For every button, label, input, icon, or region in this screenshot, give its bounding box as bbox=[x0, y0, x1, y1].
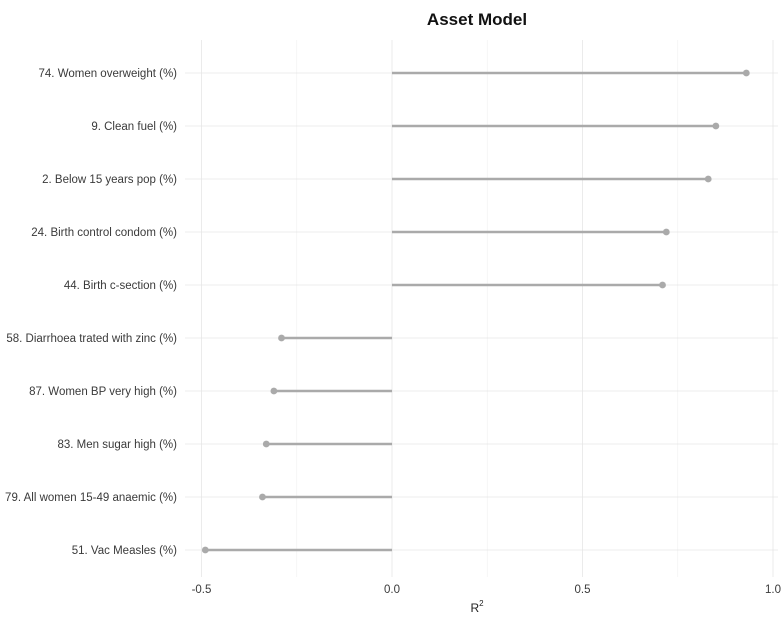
x-axis-title-superscript: 2 bbox=[479, 599, 484, 608]
lollipop-point bbox=[659, 281, 666, 289]
lollipop-point bbox=[259, 493, 266, 501]
x-axis-title-text: R bbox=[470, 601, 479, 615]
x-tick-label: -0.5 bbox=[192, 584, 212, 596]
x-tick-label: 0.5 bbox=[575, 584, 591, 596]
x-tick-label: 1.0 bbox=[765, 584, 781, 596]
chart-title: Asset Model bbox=[427, 10, 527, 29]
category-label: 58. Diarrhoea trated with zinc (%) bbox=[6, 333, 177, 345]
category-label: 87. Women BP very high (%) bbox=[29, 386, 177, 398]
category-label: 44. Birth c-section (%) bbox=[64, 280, 177, 292]
lollipop-point bbox=[270, 387, 278, 395]
category-label: 51. Vac Measles (%) bbox=[72, 545, 177, 557]
x-tick-label: 0.0 bbox=[384, 584, 400, 596]
category-labels: 74. Women overweight (%) 9. Clean fuel (%… bbox=[5, 68, 177, 557]
lollipop-point bbox=[262, 440, 270, 448]
category-label: 74. Women overweight (%) bbox=[39, 68, 178, 80]
category-label: 24. Birth control condom (%) bbox=[31, 227, 177, 239]
lollipop-points bbox=[201, 69, 750, 554]
lollipop-point bbox=[662, 228, 670, 236]
category-label: 79. All women 15-49 anaemic (%) bbox=[5, 492, 177, 504]
lollipop-point bbox=[201, 546, 209, 554]
x-axis-title: R2 bbox=[470, 599, 484, 615]
lollipop-point bbox=[278, 334, 285, 342]
x-tick-labels: -0.5 0.0 0.5 1.0 bbox=[192, 584, 781, 596]
category-label: 83. Men sugar high (%) bbox=[57, 439, 177, 451]
lollipop-point bbox=[704, 175, 712, 183]
lollipop-point bbox=[712, 122, 720, 130]
grid-lines bbox=[185, 40, 778, 577]
lollipop-stems bbox=[205, 71, 747, 552]
category-label: 2. Below 15 years pop (%) bbox=[42, 174, 177, 186]
category-label: 9. Clean fuel (%) bbox=[91, 121, 177, 133]
lollipop-point bbox=[742, 69, 750, 77]
